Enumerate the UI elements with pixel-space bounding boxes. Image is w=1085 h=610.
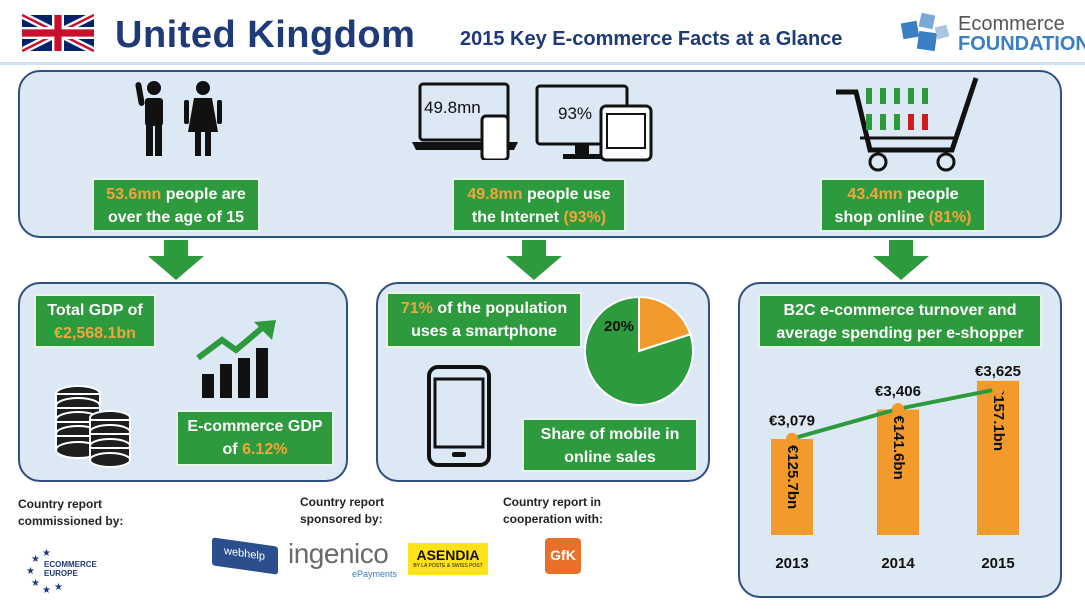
arrow-down-icon (148, 240, 204, 280)
svg-text:★: ★ (54, 582, 63, 593)
pie-slice (584, 295, 694, 406)
internet-text1: people use (522, 186, 611, 203)
ecommerce-europe-logo: ECOMMERCE EUROPE (44, 560, 97, 578)
ecommerce-europe-stars-icon: ★ ★ ★ ★ ★ ★ (26, 546, 70, 596)
asendia-text: ASENDIA (416, 547, 480, 563)
webhelp-logo: webhelp (212, 537, 278, 575)
internet-text2: the Internet (471, 209, 564, 226)
asendia-logo: ASENDIA BY LA POSTE & SWISS POST (408, 543, 488, 575)
ingenico-sub: ePayments (352, 569, 398, 579)
smartphone-users-box: 71% of the population uses a smartphone (386, 292, 582, 348)
internet-number: 49.8mn (467, 186, 523, 203)
coins-icon (52, 378, 132, 470)
gdp-label: Total GDP of (47, 302, 143, 319)
turnover-bar-label: €125.7bn (784, 445, 801, 509)
svg-text:★: ★ (42, 585, 51, 596)
ee-line1: ECOMMERCE (44, 560, 97, 569)
spending-point (892, 402, 904, 415)
people-text1: people are (161, 186, 246, 203)
shop-percent: (81%) (928, 209, 972, 226)
smart-text2: uses a smartphone (411, 323, 557, 340)
shop-text1: people (902, 186, 959, 203)
year-label: 2014 (881, 555, 915, 572)
year-label: 2015 (981, 555, 1014, 572)
ecommerce-gdp-box: E-commerce GDP of 6.12% (176, 410, 334, 466)
gfk-text: GfK (550, 547, 576, 563)
shop-text2: shop online (834, 209, 929, 226)
internet-users-box: 49.8mn people use the Internet (93%) (452, 178, 626, 232)
people-icon (132, 80, 227, 158)
laptop-icon (410, 80, 520, 162)
mobile-share-box: Share of mobile in online sales (522, 418, 698, 472)
page-subtitle: 2015 Key E-commerce Facts at a Glance (460, 28, 843, 50)
desktop-tablet-icon (535, 84, 655, 164)
gdp-value: €2,568.1bn (54, 325, 136, 342)
arrow-down-icon (506, 240, 562, 280)
ee-line2: EUROPE (44, 569, 78, 578)
internet-percent: (93%) (563, 209, 607, 226)
svg-text:★: ★ (42, 548, 51, 559)
people-number: 53.6mn (106, 186, 162, 203)
page-title: United Kingdom (115, 14, 416, 56)
b2c-title1: B2C e-commerce turnover and (783, 302, 1017, 319)
spending-label: €3,406 (875, 383, 921, 400)
smart-text1: of the population (432, 300, 568, 317)
spending-point (786, 432, 798, 445)
cooperation-label: Country report in cooperation with: (503, 495, 603, 526)
logo-line1: Ecommerce (958, 13, 1065, 35)
mobile-share-pie (582, 294, 696, 408)
b2c-title-box: B2C e-commerce turnover and average spen… (758, 294, 1042, 348)
smartphone-icon (426, 364, 492, 468)
b2c-chart: €125.7bn 2013 €141.6bn 2014 €157.1bn 2015 €3,0… (769, 363, 1021, 572)
turnover-bar-label: €141.6bn (890, 416, 907, 480)
ecom-gdp-label: E-commerce GDP (187, 418, 323, 435)
people-text2: over the age of 15 (107, 209, 245, 226)
svg-text:★: ★ (31, 578, 40, 589)
commissioned-label: Country report commissioned by: (18, 497, 124, 528)
shopping-cart-icon (834, 74, 984, 174)
turnover-bar (977, 380, 1019, 535)
year-label: 2013 (775, 555, 808, 572)
laptop-label: 49.8mn (424, 98, 481, 117)
svg-text:★: ★ (31, 554, 40, 565)
turnover-bar-label: €157.1bn (990, 387, 1007, 451)
ecom-gdp-of: of (222, 441, 243, 458)
monitor-label: 93% (558, 104, 593, 123)
arrow-down-icon (873, 240, 929, 280)
ecom-gdp-value: 6.12% (242, 441, 288, 458)
gfk-logo: GfK (545, 538, 581, 574)
b2c-title2: average spending per e-shopper (776, 325, 1024, 342)
pie-label: 20% (604, 318, 635, 335)
webhelp-text: webhelp (224, 545, 265, 563)
spending-label: €3,079 (769, 413, 815, 430)
ingenico-logo: ingenico (288, 538, 389, 569)
spending-label: €3,625 (975, 363, 1021, 380)
share-text1: Share of mobile in (540, 426, 680, 443)
online-shoppers-box: 43.4mn people shop online (81%) (820, 178, 986, 232)
people-over-15-box: 53.6mn people are over the age of 15 (92, 178, 260, 232)
ecommerce-foundation-logo-icon (896, 8, 952, 56)
ecommerce-foundation-logo-text: Ecommerce FOUNDATION (958, 14, 1085, 54)
turnover-bar (877, 409, 919, 535)
share-text2: online sales (564, 449, 656, 466)
total-gdp-box: Total GDP of €2,568.1bn (34, 294, 156, 348)
svg-text:★: ★ (26, 566, 35, 577)
logo-line2: FOUNDATION (958, 33, 1085, 55)
turnover-bar (771, 438, 813, 535)
shop-number: 43.4mn (847, 186, 903, 203)
header-divider (0, 62, 1085, 65)
sponsored-label: Country report sponsored by: (300, 495, 384, 526)
uk-flag-icon (20, 10, 96, 56)
growth-chart-icon (196, 318, 282, 400)
asendia-sub: BY LA POSTE & SWISS POST (413, 563, 483, 569)
spending-point (992, 383, 1004, 396)
smart-percent: 71% (400, 300, 433, 317)
